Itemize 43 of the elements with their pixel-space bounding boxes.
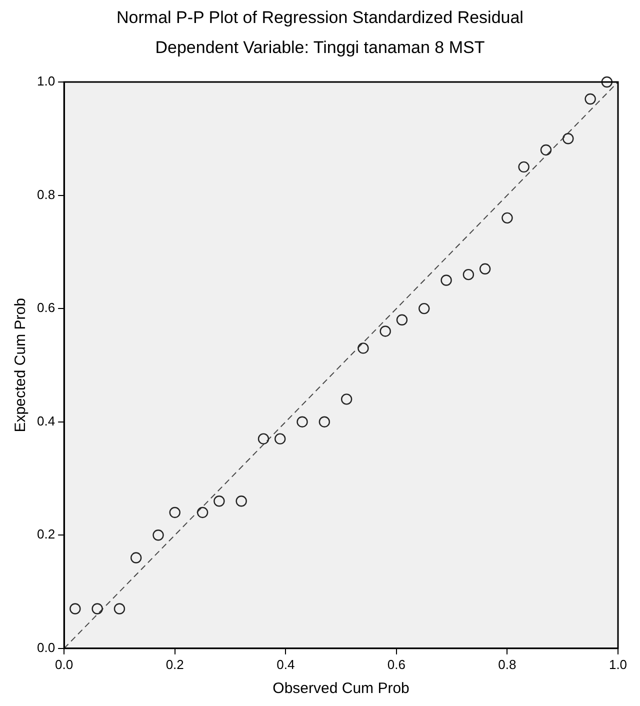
y-tick-label: 0.4 — [36, 413, 56, 428]
point — [258, 433, 270, 444]
point — [358, 342, 369, 354]
x-tick-label: 0.8 — [498, 656, 516, 672]
point — [479, 263, 491, 275]
point — [296, 416, 308, 428]
point — [318, 416, 330, 428]
y-tick-label: 0.2 — [36, 526, 56, 542]
point — [274, 433, 286, 444]
y-tick-label: 1.0 — [36, 74, 56, 89]
point — [562, 133, 574, 144]
x-tick-label: 0.2 — [166, 656, 184, 672]
point — [70, 603, 81, 614]
point — [396, 314, 408, 326]
point — [130, 552, 142, 564]
point — [340, 394, 352, 405]
point — [502, 212, 513, 224]
point — [214, 496, 225, 507]
point — [540, 144, 552, 156]
y-tick-label: 0.8 — [36, 186, 56, 202]
y-tick-label: 0.0 — [36, 640, 56, 655]
point — [418, 302, 430, 314]
point — [92, 603, 103, 614]
x-tick-label: 1.0 — [608, 656, 628, 672]
point — [236, 496, 247, 507]
point — [601, 76, 613, 88]
point — [114, 603, 126, 614]
point — [518, 161, 530, 173]
x-axis-title: Observed Cum Prob — [272, 680, 410, 698]
point — [196, 506, 208, 518]
chart-title: Normal P-P Plot of Regression Standardized Residual — [116, 8, 524, 28]
point — [440, 274, 452, 286]
point — [584, 93, 596, 105]
x-tick-label: 0.6 — [387, 656, 406, 672]
point — [462, 268, 474, 280]
chart-subtitle: Dependent Variable: Tinggi tanaman 8 MST — [154, 38, 486, 58]
y-tick-label: 0.6 — [36, 300, 56, 316]
point — [380, 326, 391, 337]
y-axis-title: Expected Cum Prob — [12, 298, 30, 432]
x-tick-label: 0.0 — [55, 656, 74, 672]
x-tick-label: 0.4 — [276, 656, 295, 672]
point — [152, 530, 164, 541]
point — [169, 506, 180, 518]
